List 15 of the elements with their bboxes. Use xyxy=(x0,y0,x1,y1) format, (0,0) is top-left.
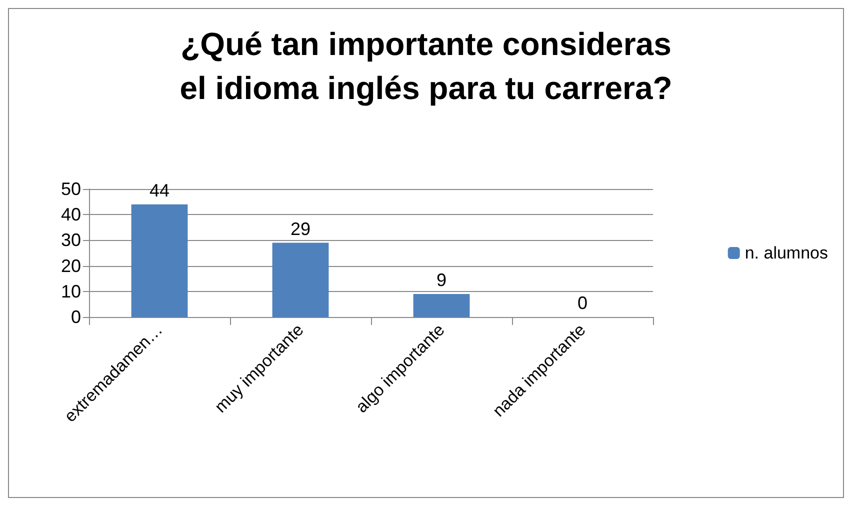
data-label: 9 xyxy=(436,270,447,290)
chart-title: ¿Qué tan importante consideras el idioma inglés para tu carrera? xyxy=(180,26,672,106)
y-tick-label: 20 xyxy=(60,256,81,276)
y-tick-label: 40 xyxy=(60,204,81,225)
y-tick-label: 0 xyxy=(70,307,81,327)
y-tick-label: 50 xyxy=(60,179,81,199)
data-label: 44 xyxy=(149,180,170,200)
data-label: 29 xyxy=(290,218,311,239)
bar xyxy=(272,242,329,317)
y-tick-label: 30 xyxy=(60,230,81,250)
bar xyxy=(131,204,188,317)
y-tick-label: 10 xyxy=(60,281,81,302)
bar xyxy=(413,294,470,317)
legend-label: n. alumnos xyxy=(744,244,828,262)
data-label: 0 xyxy=(577,293,588,313)
